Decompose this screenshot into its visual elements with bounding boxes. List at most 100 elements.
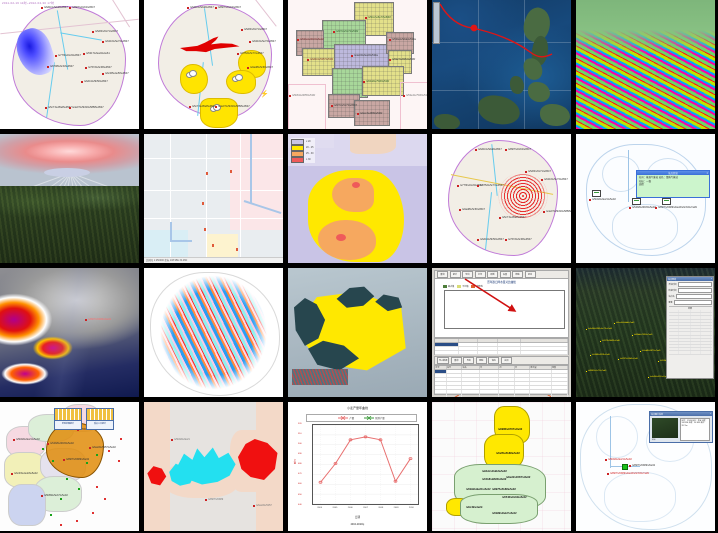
y-tick-label: 450 (298, 493, 302, 496)
button-save[interactable]: 保存 (488, 357, 500, 364)
chart-y-axis-label: 产量 (293, 458, 296, 464)
button-delete[interactable]: 删除 (475, 357, 487, 364)
summary-grid[interactable] (434, 338, 569, 356)
list-item[interactable] (668, 335, 712, 339)
table-row[interactable] (435, 370, 568, 375)
list-item[interactable] (668, 348, 712, 352)
table-row[interactable] (435, 386, 568, 391)
map-canvas: \u5bcc\u5e73\u53bf \u6f7c\u5173\u53bf \u… (288, 0, 427, 129)
close-icon[interactable]: × (706, 171, 708, 175)
x-tick-label: 2010 (408, 507, 414, 509)
grid-toolbar[interactable]: 导入数据 查询 导出 删除 保存 关闭 (434, 356, 569, 365)
gallery-cell-typhoon-track-bathymetry-map[interactable] (432, 0, 571, 129)
list-item[interactable] (668, 316, 712, 320)
toolbar-button-export[interactable]: 导出 (462, 271, 473, 278)
table-row[interactable] (435, 394, 568, 397)
city-label: \u897f\u5b89\u5e02 (84, 318, 112, 321)
x-tick-label: 2005 (332, 507, 338, 509)
element-select[interactable] (673, 300, 712, 305)
station-query-panel[interactable]: 站点查询 × 开始时间 结束时间 站点名 要素 结果 (666, 276, 714, 379)
impact-callout-2[interactable]: 受灾人口统计 (86, 408, 114, 430)
data-grid[interactable]: 序号 站号 站名 年 月 日 降水量 温度 (434, 365, 569, 397)
y-tick-label: 510 (298, 432, 302, 435)
gallery-cell-urban-vector-basemap[interactable]: 比例尺 1:250000 坐标 108.95E 34.26N (144, 134, 283, 263)
popup-body: 站号：基准气象站 站名：渭南气象站 站址：一级 高程 (639, 176, 678, 187)
map-canvas (432, 0, 571, 129)
gallery-cell-infrared-satellite-image[interactable]: \u897f\u5b89\u5e02 (0, 268, 139, 397)
list-item[interactable] (668, 325, 712, 330)
gallery-cell-classified-raster-map[interactable] (576, 0, 715, 129)
list-item[interactable] (668, 341, 712, 346)
map-canvas: \u6986\u6797\u5e02 \u5ef6\u5b89\u5e02 \u… (432, 402, 571, 531)
gallery-cell-data-analysis-application[interactable]: 查询 统计 导出 打印 刷新 设置 帮助 退出 历年逐日降水量对比曲线 最大值 … (432, 268, 571, 397)
gallery-cell-3d-dem-extent-model[interactable] (288, 268, 427, 397)
close-icon[interactable]: × (709, 413, 711, 415)
gallery-cell-annual-yield-line-chart[interactable]: 小麦产量年曲线 产量 预测产量 产量 440 450 460 470 480 490 500… (288, 402, 427, 531)
button-query[interactable]: 查询 (450, 357, 462, 364)
gallery-cell-shaanxi-city-map[interactable]: \u6986\u6797\u5e02 \u5ef6\u5b89\u5e02 \u… (432, 402, 571, 531)
gallery-cell-station-photo-popup-map[interactable]: \u5b9d\u9e21\u5e02 \u897f\u5b89\u5e02 \u… (576, 402, 715, 531)
map-canvas (144, 268, 283, 397)
toolbar-button-refresh[interactable]: 刷新 (487, 271, 498, 278)
impact-callout-1[interactable]: 影响范围统计 (54, 408, 82, 430)
zoom-slider[interactable] (433, 2, 440, 44)
list-item[interactable] (668, 338, 712, 342)
button-import-data[interactable]: 导入数据 (437, 357, 450, 364)
results-list[interactable] (668, 310, 712, 355)
table-row[interactable] (435, 390, 568, 395)
end-time-input[interactable] (677, 288, 712, 293)
field-label-end-time: 结束时间 (668, 290, 677, 292)
chart-plot-area (312, 424, 419, 505)
data-grid-header: 序号 站号 站名 年 月 日 降水量 温度 (435, 366, 568, 371)
gallery-cell-severe-weather-warning-map[interactable]: ⚡ \u6d1b\u5ddd\u9547 \u897f\u6cb3\u9547 … (144, 0, 283, 129)
field-label-start-time: 开始时间 (668, 284, 677, 286)
station-photo-popup[interactable]: 站点图片信息 × 站号：57036 站名：西安 经度：108.93E 纬度：34… (649, 411, 713, 443)
gallery-cell-flood-extent-comparison-map[interactable]: \u5b9d\u9e21 \u897f\u5b89 \u6e2d\u5357 (144, 402, 283, 531)
list-item[interactable] (668, 310, 712, 314)
gallery-cell-impact-radius-analysis-map[interactable]: 影响范围统计 受灾人口统计 \u5b9d\u9e21\u5e02 \u54b8\… (0, 402, 139, 531)
gallery-cell-lightning-density-map[interactable]: \u6d1b\u5ddd\u9547 \u897f\u6cb3\u9547 \u… (432, 134, 571, 263)
button-export[interactable]: 导出 (463, 357, 475, 364)
x-tick-label: 2009 (393, 507, 399, 509)
toolbar-button-exit[interactable]: 退出 (524, 271, 536, 278)
chart-title: 历年逐日降水量对比曲线 (487, 281, 516, 284)
impact-radius-buffer (46, 422, 104, 478)
gallery-cell-station-popup-map[interactable]: \u5b9d\u9e21\u5e02 \u54b8\u9633\u5e02 \u… (576, 134, 715, 263)
map-legend: ≤ 20 20 - 25 25 - 30 ≥ 30 (291, 138, 315, 163)
y-tick-label: 460 (298, 483, 302, 486)
data-grid-body[interactable] (435, 370, 568, 397)
table-row[interactable] (435, 382, 568, 387)
toolbar-button-stats[interactable]: 统计 (449, 271, 461, 278)
list-item[interactable] (668, 351, 712, 355)
typhoon-track (439, 3, 553, 58)
warning-area (200, 98, 238, 128)
gallery-cell-3d-terrain-sunset-view[interactable] (0, 134, 139, 263)
map-canvas: \u4e94\u53f0\u5c71\u7ad9 \u9ec4\u5ddd\u7… (576, 268, 715, 397)
gallery-cell-rainfall-plume-map[interactable]: \u6d1b\u5ddd\u9547 \u897f\u6cb3\u9547 \u… (0, 0, 139, 129)
list-item[interactable] (668, 313, 712, 317)
gallery-cell-temperature-contour-map[interactable]: ≤ 20 20 - 25 25 - 30 ≥ 30 (288, 134, 427, 263)
toolbar-button-help[interactable]: 帮助 (512, 271, 523, 278)
list-item[interactable] (668, 332, 712, 336)
list-item[interactable] (668, 319, 712, 323)
button-close[interactable]: 关闭 (500, 357, 512, 364)
station-info-popup[interactable]: 站点信息 × 站号：基准气象站 站名：渭南气象站 站址：一级 高程 (636, 170, 710, 198)
timestamp-caption: 2011-02-16 11时~2012-04-30 17时 (2, 1, 55, 5)
map-canvas (576, 0, 715, 129)
list-item[interactable] (668, 345, 712, 349)
start-time-input[interactable] (677, 282, 712, 287)
chart-title: 小麦产量年曲线 (346, 406, 368, 410)
gallery-cell-dense-classified-points-map[interactable] (144, 268, 283, 397)
table-row[interactable] (435, 378, 568, 383)
close-icon[interactable]: × (710, 278, 712, 280)
toolbar-button-settings[interactable]: 设置 (499, 271, 511, 278)
toolbar-button-query[interactable]: 查询 (437, 271, 448, 278)
toolbar-button-print[interactable]: 打印 (474, 271, 486, 278)
station-name-input[interactable] (675, 294, 712, 299)
gallery-cell-administrative-grid-map[interactable]: \u5bcc\u5e73\u53bf \u6f7c\u5173\u53bf \u… (288, 0, 427, 129)
gallery-cell-google-earth-station-view[interactable]: \u4e94\u53f0\u5c71\u7ad9 \u9ec4\u5ddd\u7… (576, 268, 715, 397)
list-item[interactable] (668, 322, 712, 326)
table-row[interactable] (435, 374, 568, 379)
list-item[interactable] (668, 329, 712, 333)
